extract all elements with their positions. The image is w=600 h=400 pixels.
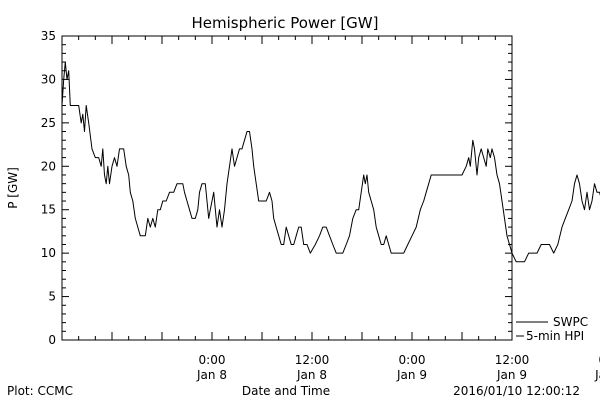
y-tick-label: 35: [41, 29, 56, 43]
x-tick-date-label: Jan 8: [196, 368, 227, 382]
x-tick-time-label: 0:00: [199, 353, 226, 367]
y-axis-label: P [GW]: [6, 167, 20, 209]
footer-timestamp: 2016/01/10 12:00:12: [453, 384, 580, 398]
x-tick-date-label: Jan 9: [496, 368, 527, 382]
plot-frame: [61, 35, 513, 341]
legend-swpc-label: SWPC: [553, 315, 588, 329]
x-tick-date-label: Jan10: [594, 368, 600, 382]
y-tick-label: 10: [41, 246, 56, 260]
x-tick-date-label: Jan 9: [396, 368, 427, 382]
legend-hpi-label: 5-min HPI: [526, 329, 584, 343]
series-line-swpc: [61, 61, 600, 263]
x-axis-label: Date and Time: [242, 384, 330, 398]
y-tick-label: 0: [48, 333, 56, 347]
y-tick-label: 5: [48, 290, 56, 304]
footer-credit: Plot: CCMC: [7, 384, 73, 398]
x-tick-time-label: 0:00: [399, 353, 426, 367]
x-tick-time-label: 0:00: [599, 353, 600, 367]
y-tick-label: 25: [41, 116, 56, 130]
x-tick-date-label: Jan 8: [296, 368, 327, 382]
plot-axes: [61, 35, 513, 341]
y-tick-label: 20: [41, 159, 56, 173]
chart-title: Hemispheric Power [GW]: [192, 14, 379, 32]
y-tick-label: 30: [41, 72, 56, 86]
x-tick-time-label: 12:00: [495, 353, 530, 367]
data-series: [61, 61, 600, 263]
x-tick-time-label: 12:00: [295, 353, 330, 367]
y-axis-ticks: 0 5 10 15 20 25 30 35: [41, 29, 512, 347]
y-tick-label: 15: [41, 203, 56, 217]
